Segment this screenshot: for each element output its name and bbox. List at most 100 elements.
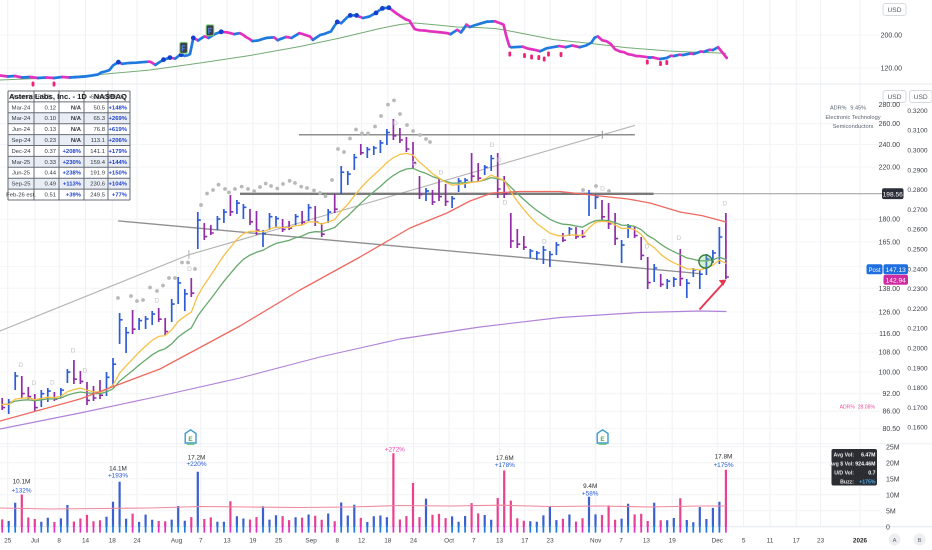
svg-text:17: 17 xyxy=(793,538,801,545)
svg-text:10.1M: 10.1M xyxy=(13,479,31,486)
svg-text:138.00: 138.00 xyxy=(879,286,901,293)
svg-text:13: 13 xyxy=(224,538,232,545)
svg-text:+58%: +58% xyxy=(582,491,599,498)
svg-text:Mar-24: Mar-24 xyxy=(12,105,31,111)
svg-text:9.4M: 9.4M xyxy=(583,483,597,490)
svg-text:Dec: Dec xyxy=(712,538,724,545)
svg-text:Jul: Jul xyxy=(31,538,39,545)
svg-text:9.45%: 9.45% xyxy=(850,106,866,112)
svg-text:14: 14 xyxy=(82,538,90,545)
svg-text:116.00: 116.00 xyxy=(879,331,900,338)
svg-text:+208%: +208% xyxy=(62,149,81,155)
svg-text:198.56: 198.56 xyxy=(883,191,904,198)
svg-text:Aug: Aug xyxy=(171,538,183,545)
svg-text:0.3000: 0.3000 xyxy=(907,148,928,155)
svg-text:U/D Vol:: U/D Vol: xyxy=(834,471,854,477)
svg-text:+113%: +113% xyxy=(63,182,82,188)
svg-text:7: 7 xyxy=(199,538,203,545)
svg-text:2026: 2026 xyxy=(853,538,868,545)
svg-text:Jun-25: Jun-25 xyxy=(12,171,31,177)
svg-text:0.1900: 0.1900 xyxy=(907,365,928,372)
svg-text:0.12: 0.12 xyxy=(45,105,56,111)
svg-text:ADR% 28.08%: ADR% 28.08% xyxy=(840,405,876,411)
svg-text:0.44: 0.44 xyxy=(45,171,57,177)
svg-text:126.00: 126.00 xyxy=(879,309,901,316)
svg-text:D: D xyxy=(497,157,502,164)
svg-text:76.8: 76.8 xyxy=(94,127,106,133)
svg-text:0.37: 0.37 xyxy=(45,149,56,155)
svg-text:6.47M: 6.47M xyxy=(861,453,875,459)
svg-text:0.2800: 0.2800 xyxy=(907,187,928,194)
svg-text:65.3: 65.3 xyxy=(94,116,106,122)
svg-text:0.2000: 0.2000 xyxy=(907,346,928,353)
svg-text:13: 13 xyxy=(496,538,504,545)
svg-text:Sep-25: Sep-25 xyxy=(12,182,32,188)
svg-text:Sales($Mil): Sales($Mil) xyxy=(91,94,118,100)
svg-text:0.7: 0.7 xyxy=(868,471,875,477)
svg-text:280.00: 280.00 xyxy=(879,102,901,109)
svg-text:108.00: 108.00 xyxy=(879,350,901,357)
svg-text:D: D xyxy=(83,367,88,374)
svg-text:15M: 15M xyxy=(886,476,900,483)
svg-text:5M: 5M xyxy=(886,508,896,515)
svg-text:D: D xyxy=(490,142,495,149)
svg-text:24: 24 xyxy=(410,538,418,545)
svg-text:N/A: N/A xyxy=(71,116,82,122)
svg-text:0.2300: 0.2300 xyxy=(907,286,928,293)
svg-text:0.10: 0.10 xyxy=(45,116,57,122)
svg-text:240.00: 240.00 xyxy=(879,142,901,149)
svg-text:19: 19 xyxy=(249,538,257,545)
svg-text:Sep-24: Sep-24 xyxy=(12,138,32,144)
svg-text:Oct: Oct xyxy=(444,538,454,545)
svg-text:200.00: 200.00 xyxy=(881,32,903,39)
svg-text:+220%: +220% xyxy=(186,461,206,468)
svg-text:Feb-26 est.: Feb-26 est. xyxy=(6,193,36,199)
svg-text:0.1700: 0.1700 xyxy=(907,405,928,412)
svg-text:86.00: 86.00 xyxy=(882,409,900,416)
svg-text:80.50: 80.50 xyxy=(882,426,900,433)
svg-text:+230%: +230% xyxy=(62,160,81,166)
svg-text:+132%: +132% xyxy=(11,487,31,494)
svg-text:Buzz:: Buzz: xyxy=(840,480,854,486)
svg-text:0.1800: 0.1800 xyxy=(907,385,928,392)
svg-text:0.23: 0.23 xyxy=(45,138,57,144)
svg-text:147.13: 147.13 xyxy=(886,267,907,274)
svg-text:Astera Labs, Inc. - 1D - NASDA: Astera Labs, Inc. - 1D - NASDAQ xyxy=(9,92,127,101)
svg-text:249.5: 249.5 xyxy=(90,193,105,199)
svg-text:+206%: +206% xyxy=(108,138,127,144)
svg-text:0.2900: 0.2900 xyxy=(907,167,928,174)
svg-text:+175%: +175% xyxy=(713,462,733,469)
svg-text:D: D xyxy=(31,380,36,387)
svg-text:+148%: +148% xyxy=(108,105,127,111)
svg-text:D: D xyxy=(542,239,547,246)
svg-text:142.94: 142.94 xyxy=(886,277,907,284)
svg-text:D: D xyxy=(503,199,508,206)
svg-text:0.49: 0.49 xyxy=(45,182,56,188)
svg-text:0.51: 0.51 xyxy=(45,193,56,199)
svg-text:Nov: Nov xyxy=(590,538,602,545)
svg-text:18: 18 xyxy=(384,538,392,545)
svg-text:D: D xyxy=(187,266,192,273)
svg-text:ADR%: ADR% xyxy=(830,106,847,112)
svg-text:100.00: 100.00 xyxy=(879,370,901,377)
svg-text:0.33: 0.33 xyxy=(45,160,57,166)
svg-text:+144%: +144% xyxy=(108,160,127,166)
svg-text:USD: USD xyxy=(888,94,902,101)
svg-text:13: 13 xyxy=(643,538,651,545)
svg-text:260.00: 260.00 xyxy=(879,121,901,128)
svg-text:Dec-24: Dec-24 xyxy=(12,149,32,155)
svg-text:E: E xyxy=(188,436,193,443)
svg-text:0.2600: 0.2600 xyxy=(907,227,928,234)
svg-text:%Chg: %Chg xyxy=(112,94,126,100)
svg-text:20M: 20M xyxy=(886,460,900,467)
svg-text:8: 8 xyxy=(57,538,61,545)
svg-text:+272%: +272% xyxy=(385,446,405,453)
svg-text:D: D xyxy=(154,298,159,305)
svg-text:18: 18 xyxy=(109,538,117,545)
svg-text:165.00: 165.00 xyxy=(879,239,901,246)
svg-text:D: D xyxy=(412,161,417,168)
svg-text:USD: USD xyxy=(914,94,928,101)
svg-text:E: E xyxy=(600,436,605,443)
svg-text:+269%: +269% xyxy=(108,116,127,122)
svg-text:+150%: +150% xyxy=(108,171,127,177)
